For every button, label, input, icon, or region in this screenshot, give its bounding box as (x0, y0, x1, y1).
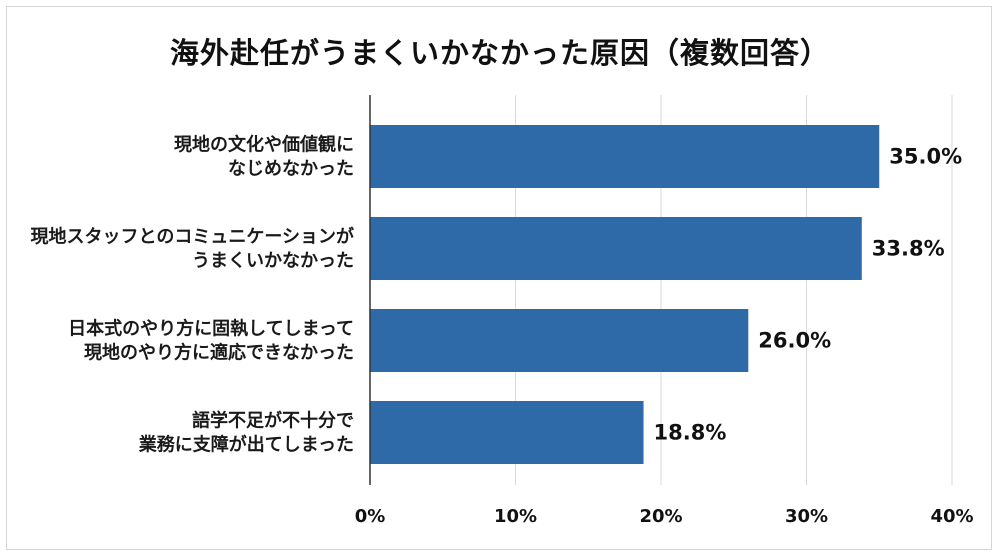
x-tick-label: 40% (930, 506, 973, 527)
category-label: 現地のやり方に適応できなかった (84, 342, 354, 364)
x-tick-label: 20% (639, 506, 682, 527)
x-tick-label: 10% (494, 506, 537, 527)
category-label: うまくいかなかった (192, 251, 354, 272)
category-label: 現地スタッフとのコミュニケーションが (31, 226, 354, 248)
category-label: 語学不足が不十分で (192, 410, 354, 432)
value-label: 35.0% (889, 145, 962, 169)
bar (370, 309, 749, 372)
value-label: 18.8% (654, 421, 727, 445)
value-label: 26.0% (758, 329, 831, 353)
category-label: 現地の文化や価値観に (174, 134, 354, 156)
category-label: なじめなかった (228, 159, 354, 180)
value-label: 33.8% (872, 237, 945, 261)
bar (370, 217, 862, 280)
category-label: 業務に支障が出てしまった (138, 434, 354, 456)
chart-title: 海外赴任がうまくいかなかった原因（複数回答） (169, 36, 830, 70)
bar (370, 125, 880, 188)
category-label: 日本式のやり方に固執してしまって (68, 318, 354, 340)
chart-frame (6, 6, 992, 550)
x-tick-label: 30% (785, 506, 828, 527)
bar (370, 401, 644, 464)
x-tick-label: 0% (355, 506, 386, 527)
